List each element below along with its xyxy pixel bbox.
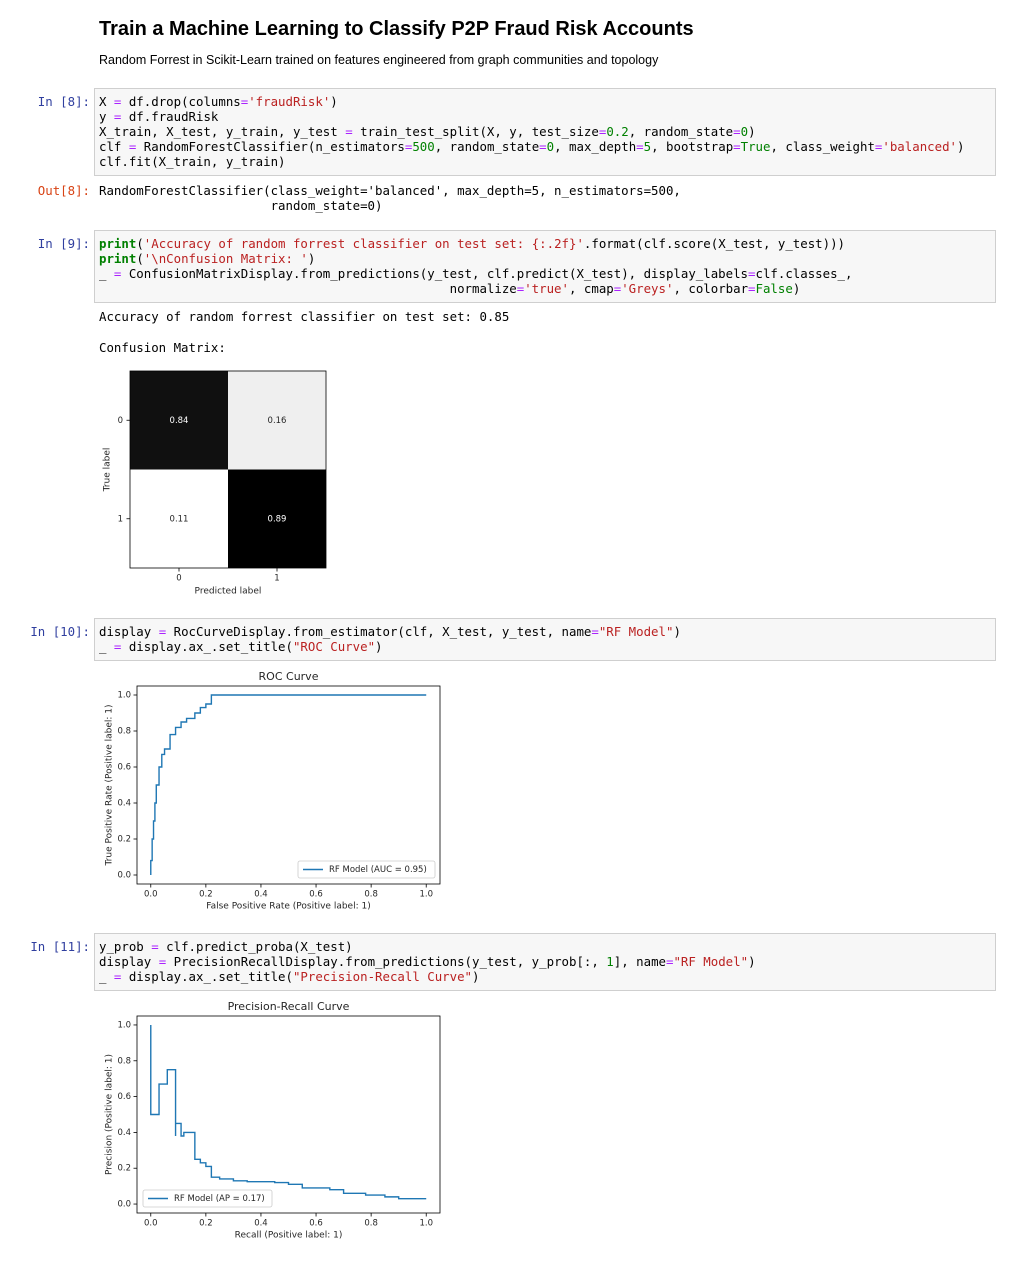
- code-line: _ = ConfusionMatrixDisplay.from_predicti…: [99, 266, 853, 281]
- output-line: Accuracy of random forrest classifier on…: [99, 309, 510, 324]
- matrix-cell: [130, 469, 228, 568]
- output-line: RandomForestClassifier(class_weight='bal…: [99, 183, 681, 198]
- code-cell: [94, 618, 996, 661]
- matrix-cell: [228, 371, 326, 470]
- y-axis-label: Precision (Positive label: 1): [105, 1054, 115, 1175]
- code-line: _ = display.ax_.set_title("Precision-Rec…: [99, 969, 480, 984]
- legend-box: [142, 1189, 273, 1208]
- x-tick-label: 1.0: [419, 890, 433, 900]
- cell-label: 0.16: [268, 416, 287, 426]
- code-line: _ = display.ax_.set_title("ROC Curve"): [99, 639, 383, 654]
- page-title: Train a Machine Learning to Classify P2P…: [99, 18, 694, 40]
- y-tick-label: 0.2: [117, 835, 131, 845]
- y-tick-label: 0.4: [117, 799, 131, 809]
- x-tick-label: 0: [176, 574, 181, 584]
- axes-frame: [136, 685, 441, 885]
- x-axis-label: Predicted label: [195, 587, 262, 597]
- legend-label: RF Model (AP = 0.17): [174, 1194, 265, 1204]
- legend-label: RF Model (AUC = 0.95): [329, 865, 427, 875]
- y-tick-label: 0.8: [117, 1056, 131, 1066]
- y-tick-label: 0.2: [117, 1164, 131, 1174]
- x-axis-label: Recall (Positive label: 1): [235, 1231, 343, 1241]
- code-line: y = df.fraudRisk: [99, 109, 219, 124]
- y-tick-label: 1.0: [117, 691, 131, 701]
- input-prompt: In [11]:: [30, 939, 90, 954]
- cell-label: 0.11: [170, 514, 189, 524]
- code-line: y_prob = clf.predict_proba(X_test): [99, 939, 353, 954]
- x-tick-label: 0.4: [254, 1219, 268, 1229]
- y-tick-label: 0: [118, 416, 123, 426]
- y-axis-label: True Positive Rate (Positive label: 1): [105, 705, 115, 867]
- code-cell: [94, 88, 996, 176]
- matrix-cell: [130, 371, 228, 470]
- x-tick-label: 0.2: [199, 890, 213, 900]
- x-tick-label: 1: [274, 574, 279, 584]
- y-tick-label: 0.0: [117, 871, 131, 881]
- page-subtitle: Random Forrest in Scikit-Learn trained o…: [99, 53, 659, 67]
- axes-frame: [136, 1015, 441, 1214]
- code-line: print('\nConfusion Matrix: '): [99, 251, 316, 266]
- output-line: random_state=0): [99, 198, 383, 213]
- x-tick-label: 0.8: [364, 890, 378, 900]
- x-tick-label: 0.2: [199, 1219, 213, 1229]
- chart-title: ROC Curve: [259, 670, 319, 683]
- y-tick-label: 0.6: [117, 1092, 131, 1102]
- y-tick-label: 0.0: [117, 1200, 131, 1210]
- x-tick-label: 0.4: [254, 890, 268, 900]
- cell-label: 0.89: [268, 514, 287, 524]
- y-tick-label: 1.0: [117, 1020, 131, 1030]
- input-prompt: In [8]:: [37, 94, 90, 109]
- axes-frame: [129, 370, 327, 569]
- x-tick-label: 0.0: [144, 1219, 158, 1229]
- y-tick-label: 0.6: [117, 763, 131, 773]
- x-tick-label: 0.6: [309, 1219, 323, 1229]
- code-line: display = RocCurveDisplay.from_estimator…: [99, 624, 681, 639]
- y-tick-label: 0.4: [117, 1128, 131, 1138]
- curve: [150, 694, 427, 875]
- cell-label: 0.84: [170, 416, 189, 426]
- code-line: clf.fit(X_train, y_train): [99, 154, 286, 169]
- curve: [150, 1024, 427, 1200]
- output-line: Confusion Matrix:: [99, 340, 226, 355]
- input-prompt: In [10]:: [30, 624, 90, 639]
- x-tick-label: 0.8: [364, 1219, 378, 1229]
- y-tick-label: 1: [118, 514, 123, 524]
- input-prompt: In [9]:: [37, 236, 90, 251]
- y-axis-label: True label: [103, 448, 113, 493]
- x-tick-label: 1.0: [419, 1219, 433, 1229]
- code-line: normalize='true', cmap='Greys', colorbar…: [99, 281, 801, 296]
- matrix-cell: [228, 469, 326, 568]
- code-cell: [94, 933, 996, 991]
- chart-title: Precision-Recall Curve: [228, 1000, 350, 1013]
- code-line: X_train, X_test, y_train, y_test = train…: [99, 124, 756, 139]
- code-line: display = PrecisionRecallDisplay.from_pr…: [99, 954, 756, 969]
- code-line: X = df.drop(columns='fraudRisk'): [99, 94, 338, 109]
- x-tick-label: 0.0: [144, 890, 158, 900]
- code-line: print('Accuracy of random forrest classi…: [99, 236, 846, 251]
- code-cell: [94, 230, 996, 303]
- x-axis-label: False Positive Rate (Positive label: 1): [206, 902, 370, 912]
- code-line: clf = RandomForestClassifier(n_estimator…: [99, 139, 965, 154]
- x-tick-label: 0.6: [309, 890, 323, 900]
- output-prompt: Out[8]:: [37, 183, 90, 198]
- y-tick-label: 0.8: [117, 727, 131, 737]
- legend-box: [297, 860, 436, 879]
